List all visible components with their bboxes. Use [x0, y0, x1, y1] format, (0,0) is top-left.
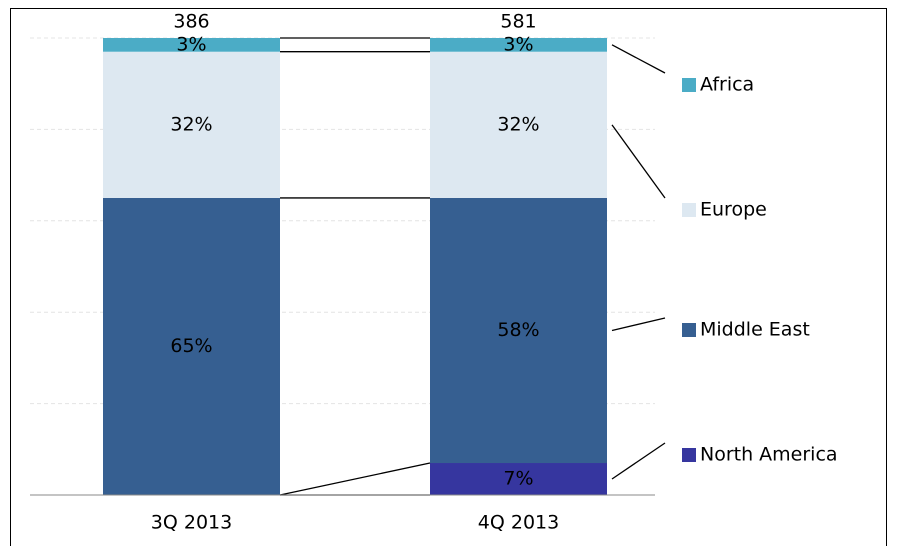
- data-label: 58%: [497, 319, 539, 341]
- bar-segment: [430, 51, 607, 198]
- data-label: 32%: [497, 113, 539, 135]
- legend-swatch: [682, 448, 696, 462]
- leader-line: [611, 317, 666, 332]
- bar-segment: [103, 38, 280, 52]
- legend-swatch: [682, 203, 696, 217]
- bar-segment: [103, 51, 280, 198]
- x-tick-label: 3Q 2013: [151, 512, 232, 534]
- data-label: 3%: [176, 33, 206, 55]
- legend-swatch: [682, 78, 696, 92]
- leader-line: [611, 124, 666, 199]
- leader-line: [611, 44, 666, 74]
- total-label: 386: [173, 11, 209, 33]
- data-label: 65%: [170, 335, 212, 357]
- bar-segment: [430, 38, 607, 52]
- data-label: 7%: [503, 468, 533, 490]
- bar-segment: [103, 197, 280, 495]
- connector-line: [279, 462, 431, 496]
- bar-segment: [430, 463, 607, 495]
- leader-line: [611, 442, 666, 480]
- legend-label: North America: [700, 444, 838, 466]
- total-label: 581: [500, 11, 536, 33]
- bar-segment: [430, 197, 607, 464]
- legend-label: Europe: [700, 199, 767, 221]
- legend-label: Middle East: [700, 319, 810, 341]
- chart-border: [10, 8, 887, 546]
- legend-label: Africa: [700, 74, 754, 96]
- data-label: 3%: [503, 33, 533, 55]
- legend-swatch: [682, 323, 696, 337]
- data-label: 32%: [170, 113, 212, 135]
- x-tick-label: 4Q 2013: [478, 512, 559, 534]
